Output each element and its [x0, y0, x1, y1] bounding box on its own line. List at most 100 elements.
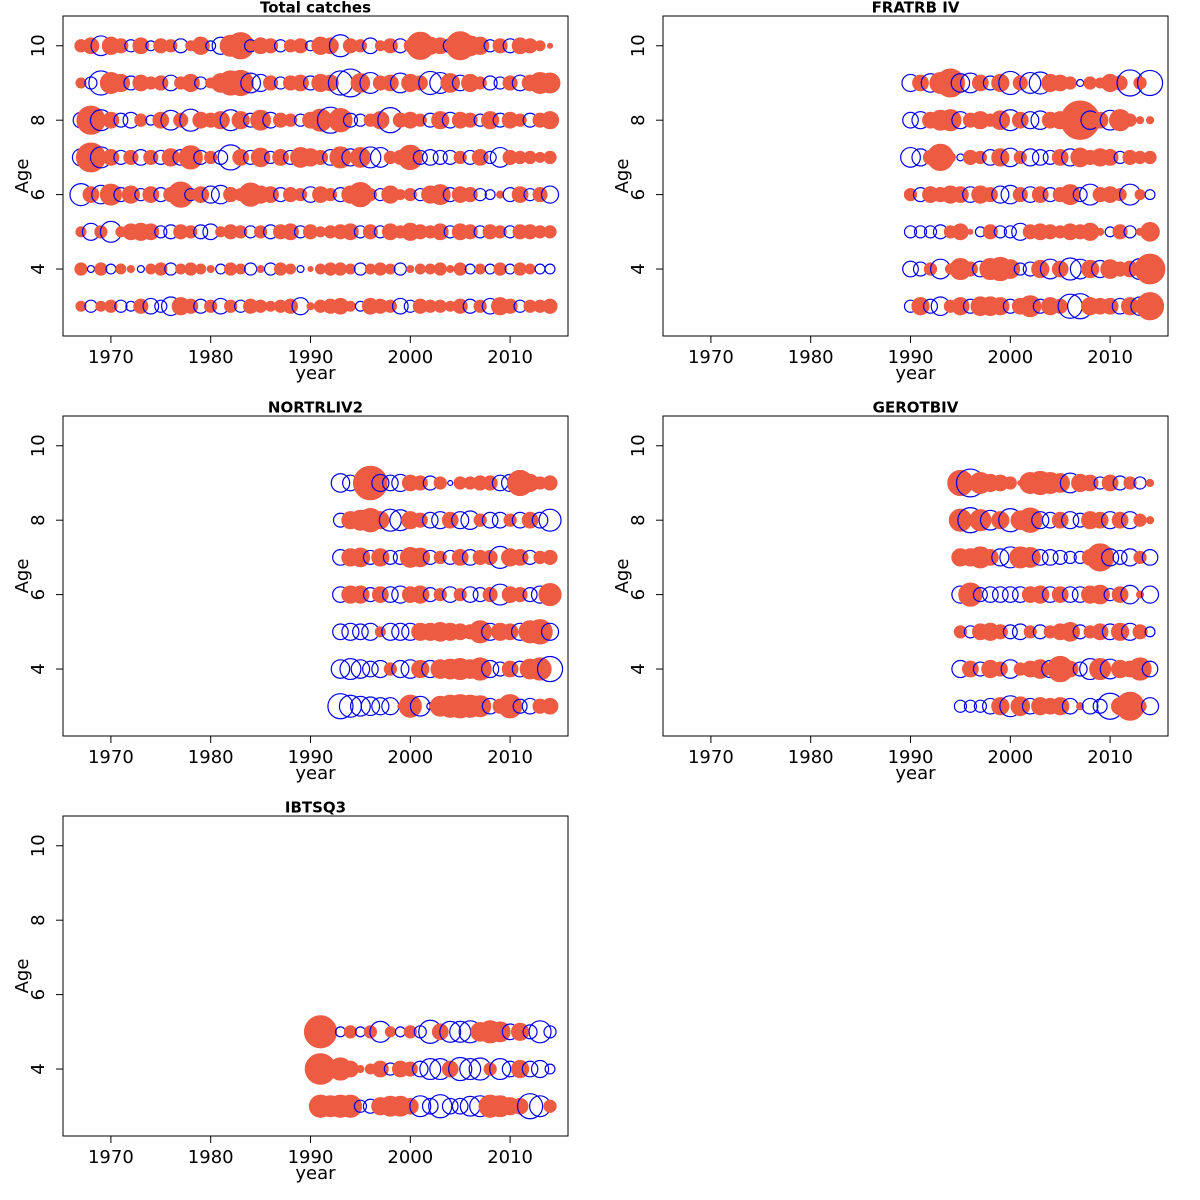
- residual-bubble: [406, 264, 415, 274]
- residual-bubble: [1112, 224, 1128, 240]
- residual-bubble: [224, 262, 238, 276]
- residual-bubble: [178, 145, 203, 170]
- residual-bubble: [371, 111, 390, 130]
- residual-bubble: [1051, 260, 1069, 278]
- residual-bubble: [902, 260, 919, 278]
- residual-bubble: [510, 1059, 530, 1079]
- residual-bubble: [528, 657, 552, 681]
- residual-bubble: [1144, 189, 1156, 201]
- residual-bubble: [428, 1094, 453, 1119]
- residual-bubble: [383, 662, 397, 676]
- residual-bubble: [374, 626, 386, 638]
- x-tick-label: 2000: [987, 747, 1033, 768]
- residual-bubble: [173, 112, 189, 128]
- residual-bubble: [285, 263, 297, 275]
- residual-bubble: [371, 473, 390, 493]
- residual-bubble: [1143, 150, 1157, 165]
- y-tick-label: 8: [28, 114, 49, 125]
- residual-bubble: [344, 300, 356, 312]
- residual-bubble: [538, 508, 562, 532]
- x-tick-label: 2000: [387, 1147, 433, 1168]
- residual-bubble: [912, 74, 929, 92]
- y-tick-label: 8: [28, 914, 49, 925]
- y-tick-label: 4: [28, 1063, 49, 1074]
- residual-bubble: [902, 111, 919, 129]
- residual-bubble: [224, 299, 238, 313]
- residual-bubble: [193, 224, 209, 240]
- residual-bubble: [352, 623, 369, 641]
- residual-bubble: [184, 262, 198, 276]
- y-tick-label: 6: [628, 189, 649, 200]
- residual-bubble: [1110, 622, 1130, 641]
- residual-bubble: [1091, 511, 1109, 529]
- residual-bubble: [323, 187, 338, 202]
- y-tick-label: 6: [628, 589, 649, 600]
- residual-bubble: [322, 37, 339, 55]
- residual-bubble: [184, 225, 198, 239]
- residual-bubble: [950, 73, 971, 93]
- residual-bubble: [963, 699, 978, 713]
- residual-bubble: [306, 302, 315, 311]
- plot-frame: [62, 815, 569, 1137]
- residual-bubble: [205, 40, 217, 52]
- residual-bubble: [922, 298, 939, 314]
- residual-bubble: [973, 150, 987, 165]
- residual-bubble: [250, 147, 271, 168]
- residual-bubble: [1003, 476, 1017, 490]
- residual-bubble: [484, 189, 496, 201]
- residual-bubble: [113, 38, 129, 54]
- residual-bubble: [511, 186, 529, 203]
- residual-bubble: [1133, 550, 1147, 565]
- panel-title: NORTRLIV2: [268, 399, 363, 417]
- residual-bubble: [1019, 546, 1041, 568]
- y-tick-label: 4: [28, 263, 49, 274]
- residual-bubble: [991, 148, 1010, 167]
- residual-bubble: [1133, 699, 1147, 713]
- x-axis-label: year: [895, 763, 936, 784]
- residual-bubble: [493, 262, 507, 276]
- residual-bubble: [1123, 476, 1137, 490]
- residual-bubble: [353, 1099, 368, 1113]
- residual-bubble: [440, 73, 461, 93]
- residual-bubble: [1003, 225, 1017, 239]
- residual-bubble: [350, 659, 371, 679]
- panel-title: FRATRB IV: [872, 0, 960, 17]
- residual-bubble: [121, 185, 140, 204]
- residual-bubble: [1141, 660, 1159, 678]
- residual-bubble: [993, 225, 1007, 239]
- residual-bubble: [409, 1095, 432, 1118]
- residual-bubble: [1141, 549, 1159, 566]
- residual-bubble: [447, 479, 454, 487]
- residual-bubble: [947, 469, 974, 497]
- residual-bubble: [453, 262, 467, 276]
- residual-bubble: [530, 1059, 550, 1079]
- residual-bubble: [991, 548, 1010, 567]
- residual-bubble: [384, 1026, 396, 1038]
- residual-bubble: [363, 187, 378, 202]
- residual-bubble: [534, 40, 546, 52]
- residual-bubble: [432, 149, 448, 165]
- residual-bubble: [381, 586, 399, 603]
- y-tick-label: 8: [628, 114, 649, 125]
- residual-bubble: [471, 149, 489, 166]
- residual-bubble: [339, 657, 362, 681]
- residual-bubble: [373, 262, 387, 276]
- residual-bubble: [521, 511, 539, 529]
- residual-bubble: [1000, 259, 1021, 279]
- residual-bubble: [181, 73, 200, 93]
- residual-bubble: [1051, 697, 1070, 716]
- residual-bubble: [923, 225, 938, 239]
- residual-bubble: [1128, 657, 1152, 681]
- residual-bubble: [1011, 111, 1029, 129]
- residual-bubble: [451, 549, 469, 566]
- plot-frame: [62, 15, 569, 337]
- residual-bubble: [136, 264, 145, 274]
- x-tick-label: 2010: [1087, 747, 1133, 768]
- residual-bubble: [1133, 513, 1147, 527]
- residual-bubble: [1111, 511, 1129, 529]
- residual-bubble: [473, 76, 487, 90]
- residual-bubble: [256, 264, 265, 274]
- residual-bubble: [468, 657, 492, 681]
- residual-bubble: [1135, 116, 1145, 125]
- residual-bubble: [451, 511, 470, 530]
